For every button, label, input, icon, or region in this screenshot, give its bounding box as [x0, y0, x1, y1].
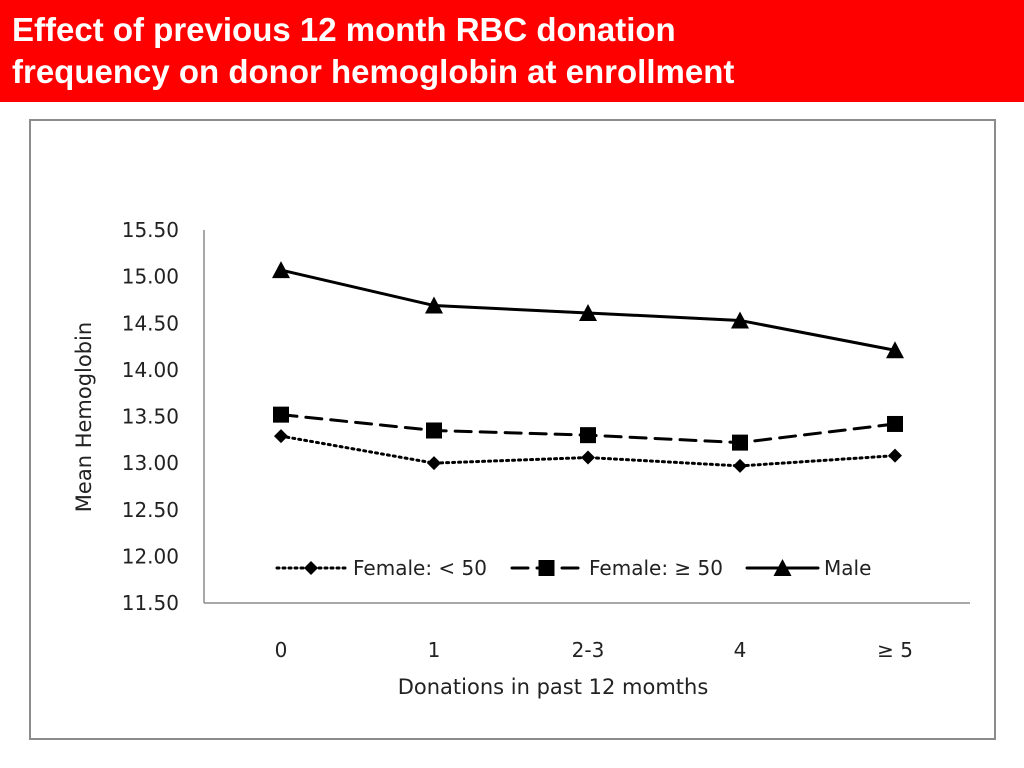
series-3 [272, 261, 904, 359]
data-point [427, 456, 441, 471]
y-axis-title: Mean Hemoglobin [72, 322, 96, 512]
legend-label: Female: ≥ 50 [589, 556, 723, 580]
slide-title-line-2: frequency on donor hemoglobin at enrollm… [12, 53, 735, 90]
x-tick-label: 4 [734, 638, 747, 662]
data-point [580, 427, 596, 444]
chart-frame: 15.50 15.00 14.50 14.00 13.50 13.00 12.50 12.00… [29, 119, 996, 740]
data-point [886, 341, 904, 359]
data-point [425, 296, 443, 314]
y-tick-label: 12.50 [122, 498, 179, 522]
legend-marker [773, 559, 792, 576]
data-point [579, 303, 597, 321]
axes: 15.50 15.00 14.50 14.00 13.50 13.00 12.50 12.00… [72, 218, 970, 699]
x-tick-label: 1 [428, 638, 441, 662]
data-point [732, 434, 748, 451]
y-tick-label: 15.50 [122, 218, 179, 242]
slide-title: Effect of previous 12 month RBC donation… [12, 9, 1012, 93]
y-tick-label: 15.00 [122, 265, 179, 289]
legend-marker [304, 561, 318, 575]
legend-label: Male [824, 556, 871, 580]
legend: Female: < 50 Female: ≥ 50 Male [275, 556, 871, 580]
x-axis-title: Donations in past 12 momths [398, 675, 709, 699]
y-tick-label: 13.00 [122, 451, 179, 475]
data-point [426, 422, 442, 439]
legend-marker [538, 560, 555, 576]
y-tick-label: 12.00 [122, 544, 179, 568]
y-tick-label: 11.50 [122, 591, 179, 615]
data-point [888, 448, 902, 463]
x-tick-label: 0 [275, 638, 288, 662]
y-tick-label: 14.00 [122, 358, 179, 382]
y-tick-label: 13.50 [122, 405, 179, 429]
series-layer [272, 261, 904, 473]
legend-label: Female: < 50 [353, 556, 487, 580]
legend-item: Female: ≥ 50 [510, 556, 723, 580]
x-tick-label: ≥ 5 [877, 638, 913, 662]
y-tick-label: 14.50 [122, 311, 179, 335]
line-chart: 15.50 15.00 14.50 14.00 13.50 13.00 12.50 12.00… [72, 218, 970, 699]
data-point [733, 458, 747, 473]
legend-item: Female: < 50 [275, 556, 487, 580]
data-point [887, 415, 903, 432]
x-tick-label: 2-3 [572, 638, 605, 662]
data-point [274, 429, 288, 444]
series-2 [273, 406, 903, 451]
data-point [731, 311, 749, 329]
data-point [273, 406, 289, 423]
data-point [272, 261, 290, 279]
series-1 [274, 429, 902, 473]
data-point [581, 450, 595, 465]
slide-title-line-1: Effect of previous 12 month RBC donation [12, 11, 676, 48]
title-banner: Effect of previous 12 month RBC donation… [0, 0, 1024, 102]
legend-item: Male [745, 556, 871, 580]
